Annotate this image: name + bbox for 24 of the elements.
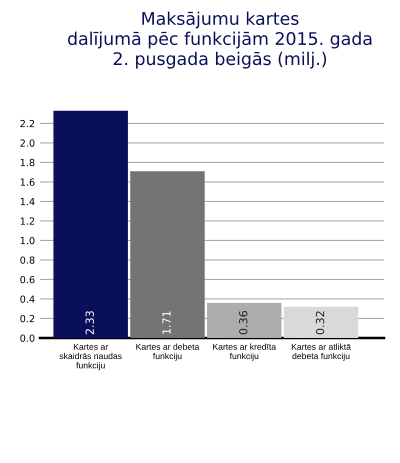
data-label: 2.33 — [86, 311, 94, 334]
y-tick-label: 0.8 — [20, 256, 34, 264]
y-tick-label: 0.0 — [20, 334, 34, 342]
bar — [284, 306, 358, 338]
data-label: 0.36 — [239, 311, 248, 334]
y-tick-label: 2.0 — [20, 139, 34, 147]
y-tick-label: 0.2 — [20, 314, 34, 322]
chart-title: Maksājumu kartes dalījumā pēc funkcijām 2015. gada 2. pusgada beigās (milj.) — [68, 12, 372, 69]
x-tick-label: Kartes ar atliktā debeta funkciju — [292, 344, 351, 361]
y-tick-label: 1.8 — [20, 158, 34, 166]
x-tick-label: Kartes ar debeta funkciju — [136, 344, 200, 361]
x-tick-label: Kartes ar kredīta funkciju — [213, 344, 276, 361]
y-tick-label: 1.0 — [20, 236, 34, 244]
y-tick-label: 2.2 — [20, 120, 34, 128]
y-tick-label: 1.6 — [20, 178, 35, 186]
y-tick-label: 0.4 — [20, 295, 35, 303]
data-label: 0.32 — [316, 311, 324, 334]
x-tick-label: Kartes ar skaidrās naudas funkciju — [60, 344, 122, 370]
y-tick-label: 1.2 — [20, 217, 34, 225]
bar — [53, 110, 128, 338]
y-tick-label: 0.6 — [20, 276, 35, 284]
data-label: 1.71 — [162, 311, 171, 334]
bar — [130, 171, 205, 338]
y-tick-label: 1.4 — [20, 198, 35, 206]
